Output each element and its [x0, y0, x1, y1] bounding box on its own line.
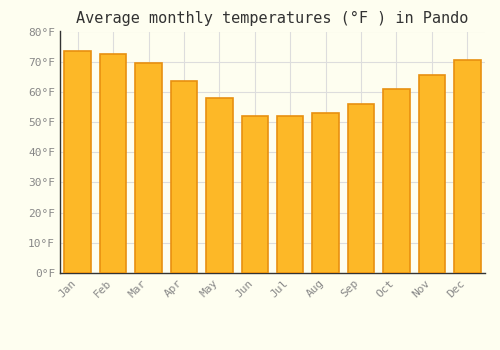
Bar — [277, 116, 303, 273]
Bar — [454, 60, 480, 273]
Bar — [418, 75, 445, 273]
Bar — [136, 63, 162, 273]
Bar — [242, 116, 268, 273]
Title: Average monthly temperatures (°F ) in Pando: Average monthly temperatures (°F ) in Pa… — [76, 11, 468, 26]
Bar — [312, 113, 339, 273]
Bar — [100, 54, 126, 273]
Bar — [348, 104, 374, 273]
Bar — [64, 51, 91, 273]
Bar — [170, 81, 197, 273]
Bar — [206, 98, 233, 273]
Bar — [383, 89, 409, 273]
